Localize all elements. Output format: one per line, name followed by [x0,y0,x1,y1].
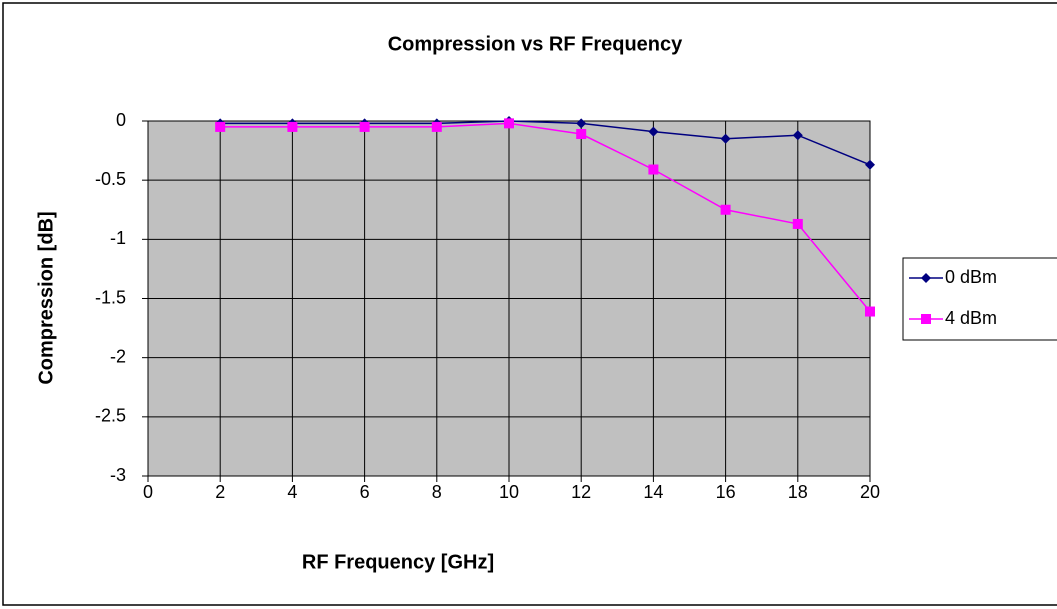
marker [287,121,298,132]
legend-marker [921,273,931,283]
legend-box [902,257,1057,341]
marker [431,121,442,132]
y-axis-label: Compression [dB] [35,211,57,384]
x-tick-label: 14 [643,482,663,502]
y-tick-label: -3 [110,465,126,485]
x-tick-label: 16 [716,482,736,502]
marker [865,159,875,170]
x-tick-label: 4 [287,482,297,502]
y-tick-label: -2 [110,346,126,366]
marker [648,164,659,175]
marker [865,306,875,317]
x-tick-label: 8 [432,482,442,502]
x-axis-label: RF Frequency [GHz] [302,551,494,573]
legend-label: 4 dBm [945,308,997,328]
legend-marker [921,314,931,324]
legend-label: 0 dBm [945,267,997,287]
series-line [220,120,871,166]
series-line [220,122,871,312]
marker [359,121,370,132]
marker [504,118,514,129]
x-tick-label: 20 [860,482,880,502]
x-tick-label: 12 [571,482,591,502]
y-tick-label: -2.5 [95,406,126,426]
x-tick-label: 0 [143,482,153,502]
x-tick-label: 10 [499,482,519,502]
marker [576,129,587,140]
marker [792,218,803,229]
x-tick-label: 6 [360,482,370,502]
y-tick-label: 0 [116,110,126,130]
y-tick-label: -1.5 [95,287,126,307]
marker [215,121,226,132]
chart-title: Compression vs RF Frequency [388,33,683,55]
x-tick-label: 18 [788,482,808,502]
marker [576,118,587,129]
y-tick-label: -0.5 [95,169,126,189]
marker [720,204,731,215]
x-tick-label: 2 [215,482,225,502]
marker [792,130,803,141]
marker [648,126,659,137]
y-tick-label: -1 [110,228,126,248]
marker [720,133,731,144]
